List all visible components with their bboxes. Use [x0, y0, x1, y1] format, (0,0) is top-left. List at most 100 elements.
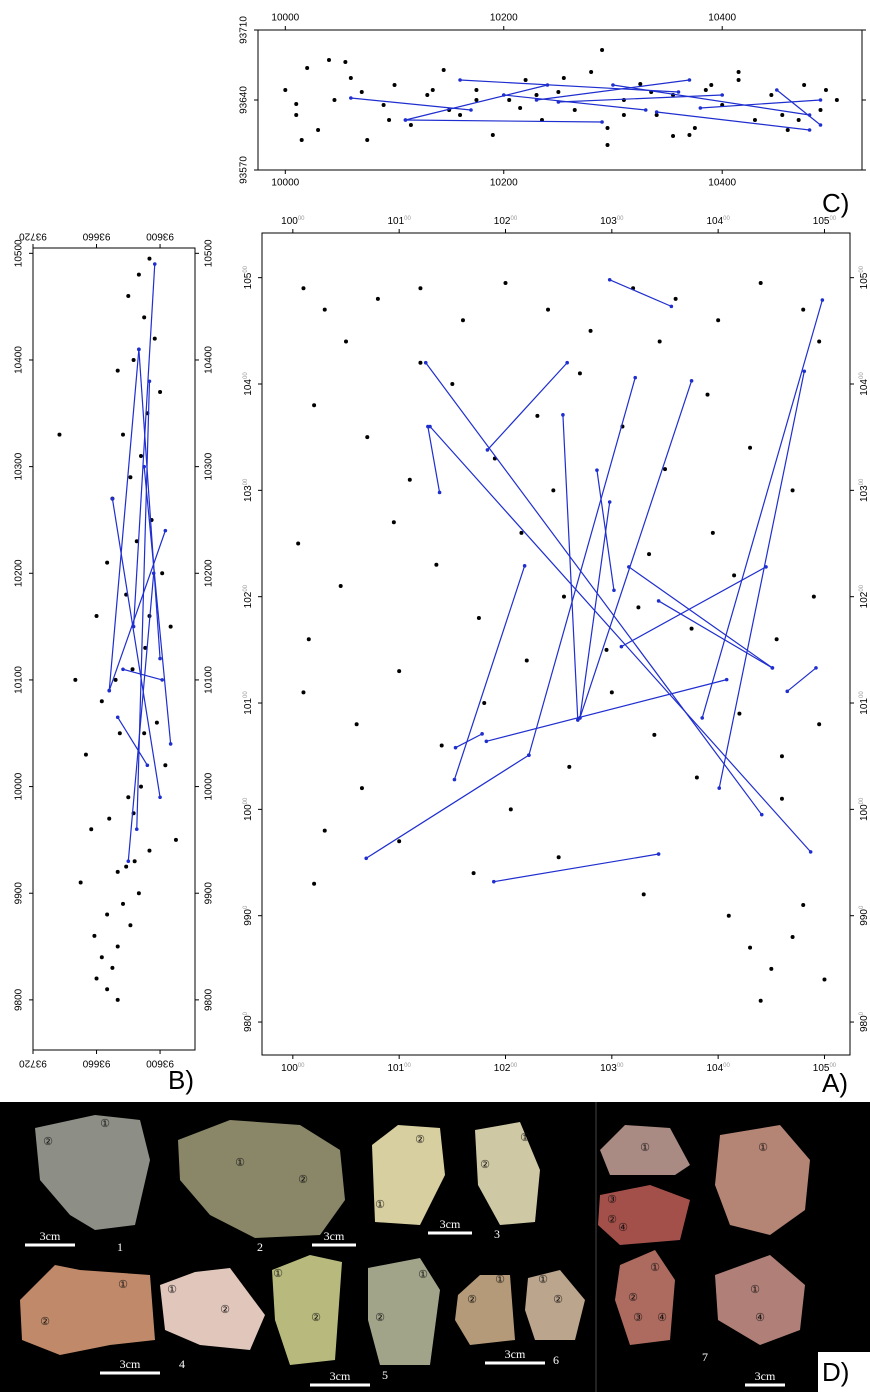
tick-label: 93660	[82, 1057, 110, 1068]
point	[647, 552, 652, 557]
refit-end	[452, 777, 457, 782]
point	[818, 108, 823, 112]
point	[115, 869, 120, 874]
point	[801, 307, 806, 312]
point	[132, 859, 137, 864]
tick-label: 10200	[490, 13, 518, 24]
tick-label: 10100	[204, 666, 215, 694]
refit-line	[427, 426, 441, 493]
point	[94, 976, 99, 981]
point	[294, 102, 299, 106]
refit-line	[405, 84, 548, 121]
scale-label: 3cm	[505, 1347, 526, 1361]
point	[301, 690, 306, 695]
point	[78, 880, 83, 885]
tick-label: 9900	[204, 882, 215, 905]
refit-end	[484, 739, 489, 744]
point	[89, 827, 94, 832]
point	[147, 256, 152, 261]
point	[121, 901, 125, 906]
part-label: ④	[755, 1312, 765, 1324]
tick-label: 10100	[859, 691, 870, 715]
point	[737, 711, 742, 716]
tick-label: 10100	[243, 691, 254, 715]
point	[131, 357, 136, 362]
refit-line	[132, 263, 156, 627]
refit-end	[575, 718, 580, 722]
point	[780, 113, 785, 117]
point	[705, 392, 710, 397]
point	[769, 93, 774, 97]
refit-end	[168, 742, 173, 746]
part-label: ②	[480, 1159, 490, 1171]
point	[689, 626, 694, 631]
tick-label: 10500	[204, 239, 215, 267]
refit-line	[486, 679, 727, 742]
part-label: ②	[415, 1134, 425, 1146]
refit-end	[534, 98, 539, 102]
refit-end	[654, 110, 659, 114]
refit-line	[122, 668, 163, 681]
scale-label: 3cm	[330, 1369, 351, 1383]
refit-end	[126, 859, 131, 864]
point	[687, 133, 692, 137]
refit-end	[349, 96, 353, 100]
point	[551, 488, 556, 493]
refit-line	[453, 565, 526, 780]
part-label: ③	[607, 1194, 617, 1206]
tick-label: 10400	[708, 178, 736, 189]
point	[142, 731, 147, 736]
part-label: ②	[40, 1316, 50, 1328]
point	[115, 997, 120, 1002]
tick-label: 10300	[204, 452, 215, 480]
point	[518, 106, 523, 110]
scale-label: 3cm	[440, 1217, 461, 1231]
refit-end	[818, 123, 823, 127]
point	[621, 113, 626, 117]
point	[407, 477, 412, 482]
point	[774, 637, 779, 642]
refit-end	[423, 360, 428, 365]
refit-end	[633, 375, 638, 380]
point	[332, 98, 337, 102]
point	[92, 933, 97, 938]
artifact	[160, 1268, 265, 1350]
refit-line	[558, 94, 723, 103]
point	[441, 68, 446, 72]
part-label: ①	[750, 1284, 760, 1296]
tick-label: 10000	[271, 13, 299, 24]
refit-line	[455, 733, 483, 749]
point	[662, 467, 667, 472]
tick-label: 10400	[243, 372, 254, 396]
tick-label: 10000	[859, 797, 870, 821]
point	[507, 98, 512, 102]
refit-line	[108, 530, 166, 691]
point	[301, 286, 306, 291]
point	[671, 134, 676, 138]
point	[294, 113, 299, 117]
tick-label: 10400	[859, 372, 870, 396]
point	[796, 118, 801, 122]
point	[726, 913, 731, 918]
tick-label: 10400	[706, 216, 730, 227]
tick-label: 10500	[243, 265, 254, 289]
refit-end	[115, 715, 120, 720]
refit-line	[425, 362, 763, 816]
point	[716, 318, 721, 323]
point	[605, 143, 610, 147]
refit-end	[627, 565, 631, 569]
point	[83, 752, 88, 757]
refit-end	[522, 564, 527, 568]
tick-label: 10400	[708, 13, 736, 24]
point	[652, 732, 657, 737]
figure-number: 3	[494, 1227, 500, 1241]
refit-line	[405, 119, 603, 123]
part-label: ④	[618, 1222, 628, 1234]
refit-line	[143, 466, 172, 744]
point	[709, 83, 714, 87]
point	[105, 987, 110, 992]
part-label: ①	[520, 1132, 530, 1144]
tick-label: 9800	[243, 1011, 254, 1032]
point	[130, 667, 135, 672]
tick-label: 10300	[600, 1063, 624, 1074]
